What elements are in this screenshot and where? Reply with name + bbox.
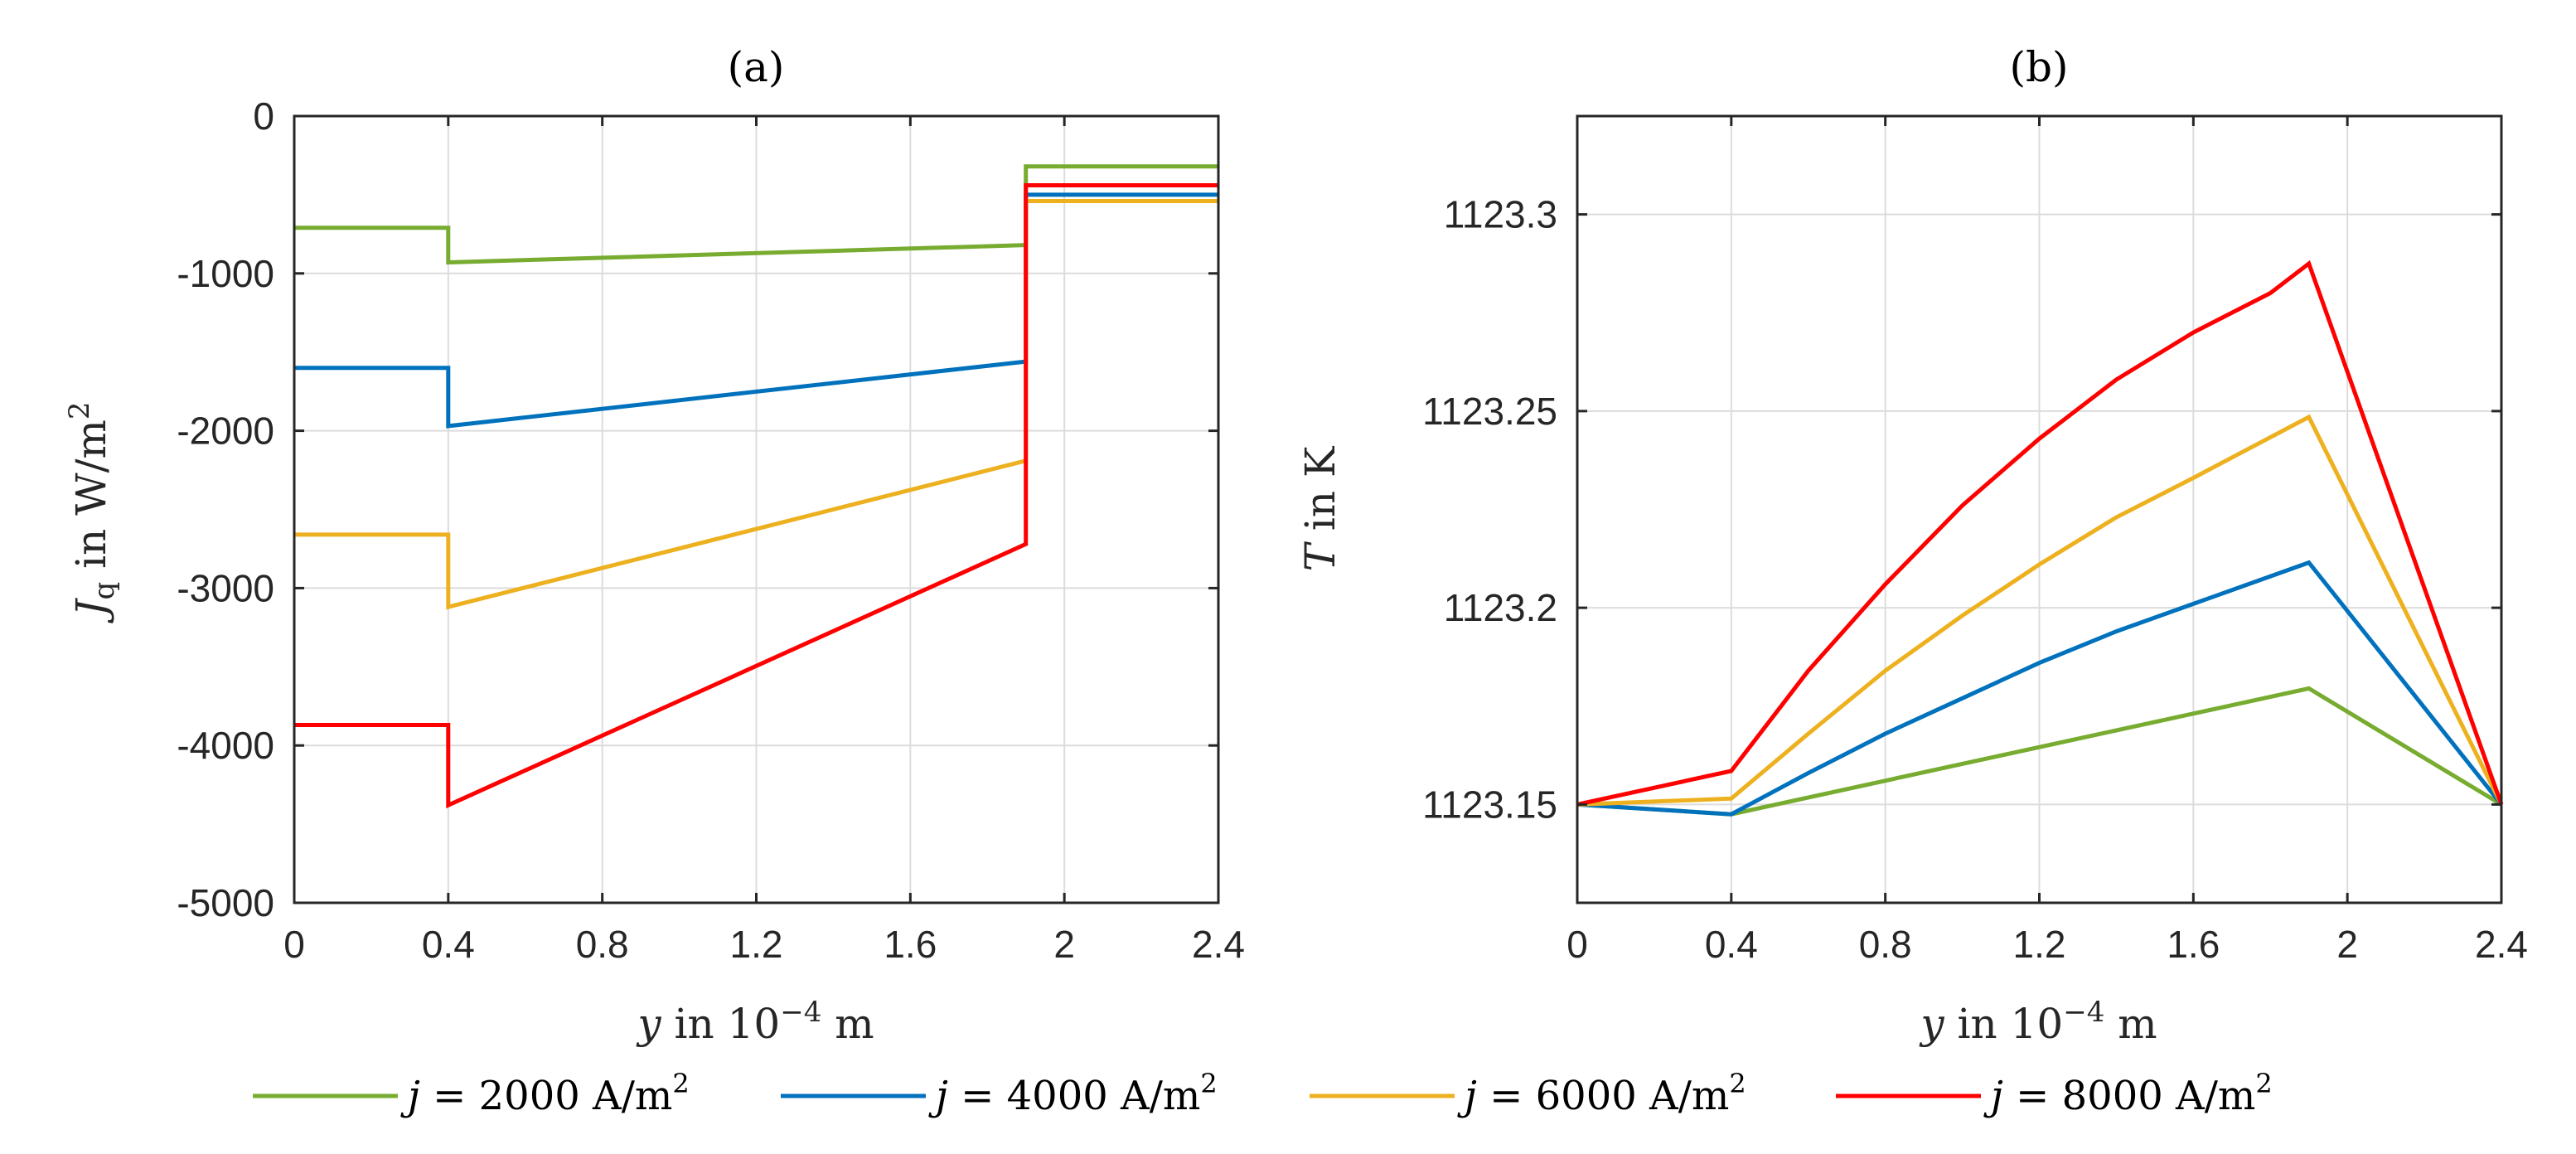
legend-label-2000: j = 2000 A/m2: [400, 1068, 690, 1119]
panel-b-x-axis-label: y in 10−4 m: [1919, 996, 2157, 1048]
legend-label-4000: j = 4000 A/m2: [928, 1068, 1218, 1119]
panel-a-x-tick-label: 0: [283, 923, 305, 966]
panel-a-x-axis-label: y in 10−4 m: [636, 996, 874, 1048]
panel-b-x-tick-label: 0.8: [1859, 923, 1912, 966]
panel-a-x-tick-label: 1.6: [884, 923, 937, 966]
panel-b-x-tick-label: 0: [1566, 923, 1588, 966]
panel-b-series-j-6000: [1576, 414, 2504, 807]
panel-b-x-tick-label: 2.4: [2475, 923, 2528, 966]
panel-a-y-axis-label: Jq in W/m2: [63, 401, 121, 623]
panel-b-x-tick-label: 1.2: [2013, 923, 2066, 966]
panel-b-y-tick-label: 1123.2: [1444, 586, 1557, 629]
panel-a-series-j-2000: [294, 164, 1218, 265]
legend: j = 2000 A/m2 j = 4000 A/m2 j = 6000 A/m…: [253, 1068, 2273, 1119]
panel-a-series-j-8000: [294, 183, 1218, 809]
panel-a-series-j-6000: [294, 199, 1218, 610]
panel-a-y-tick-label: -1000: [177, 252, 274, 295]
legend-label-8000: j = 8000 A/m2: [1983, 1068, 2273, 1119]
panel-b-x-tick-label: 2: [2336, 923, 2358, 966]
legend-label-6000: j = 6000 A/m2: [1457, 1068, 1746, 1119]
panel-b-y-tick-label: 1123.3: [1444, 193, 1557, 236]
panel-a-x-tick-label: 2: [1053, 923, 1075, 966]
panel-b-title: (b): [2009, 43, 2068, 91]
panel-a-x-tick-label: 1.2: [730, 923, 783, 966]
panel-a-series-j-4000: [294, 192, 1218, 429]
panel-b-series-j-4000: [1576, 560, 2503, 817]
panel-b-y-axis-label: T in K: [1296, 445, 1344, 571]
panel-b-series-j-8000: [1576, 259, 2504, 807]
legend-entry-4000: j = 4000 A/m2: [781, 1068, 1218, 1119]
panel-b-chart: 0 0.4 0.8 1.2 1.6 2 2.4 1123.15 1123.2 1123.25 112…: [1296, 43, 2528, 1048]
panel-b-y-tick-label: 1123.25: [1422, 390, 1557, 433]
panel-a-x-tick-label: 0.4: [422, 923, 475, 966]
panel-a-chart: 0 0.4 0.8 1.2 1.6 2 2.4 0 -1000 -2000 -3000 -4000 -5…: [63, 43, 1245, 1048]
legend-entry-2000: j = 2000 A/m2: [253, 1068, 690, 1119]
panel-a-y-tick-label: 0: [253, 95, 274, 138]
panel-a-x-tick-label: 0.8: [576, 923, 629, 966]
panel-b-x-tick-label: 0.4: [1705, 923, 1758, 966]
panel-b-x-tick-label: 1.6: [2167, 923, 2220, 966]
panel-a-y-tick-label: -2000: [177, 410, 274, 453]
panel-a-y-tick-label: -3000: [177, 566, 274, 609]
legend-entry-6000: j = 6000 A/m2: [1310, 1068, 1746, 1119]
panel-a-x-tick-label: 2.4: [1192, 923, 1245, 966]
legend-entry-8000: j = 8000 A/m2: [1836, 1068, 2273, 1119]
panel-a-y-tick-label: -4000: [177, 724, 274, 767]
panel-b-y-tick-label: 1123.15: [1422, 783, 1557, 826]
panel-a-y-tick-label: -5000: [177, 881, 274, 924]
panel-a-title: (a): [728, 43, 785, 91]
